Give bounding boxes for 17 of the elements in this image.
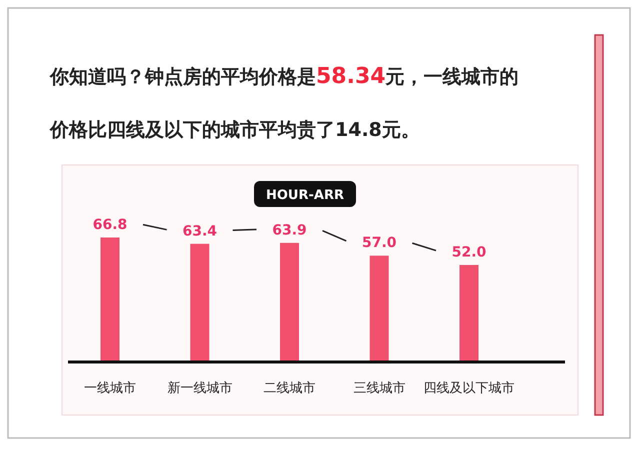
data-label: 63.9 (272, 222, 307, 238)
x-tick-label: 一线城市 (84, 381, 136, 396)
data-label: 63.4 (182, 223, 218, 240)
x-tick-label: 三线城市 (353, 381, 406, 396)
bar (100, 238, 120, 362)
data-label: 57.0 (362, 235, 397, 252)
chart-subtitle: HOUR-ARR (266, 188, 344, 203)
bar (280, 242, 299, 362)
bar (460, 264, 478, 362)
data-label: 52.0 (452, 244, 487, 260)
data-label: 66.8 (92, 217, 128, 233)
x-tick-label: 新一线城市 (167, 381, 232, 396)
chart-title: 你知道吗？钟点房的平均价格是58.34元，一线城市的价格比四线及以下的城市平均贵了14.8元。 (50, 64, 519, 141)
bar (370, 256, 389, 362)
bar (190, 244, 210, 362)
x-tick-label: 四线及以下城市 (424, 381, 514, 396)
x-tick-label: 二线城市 (264, 381, 316, 396)
